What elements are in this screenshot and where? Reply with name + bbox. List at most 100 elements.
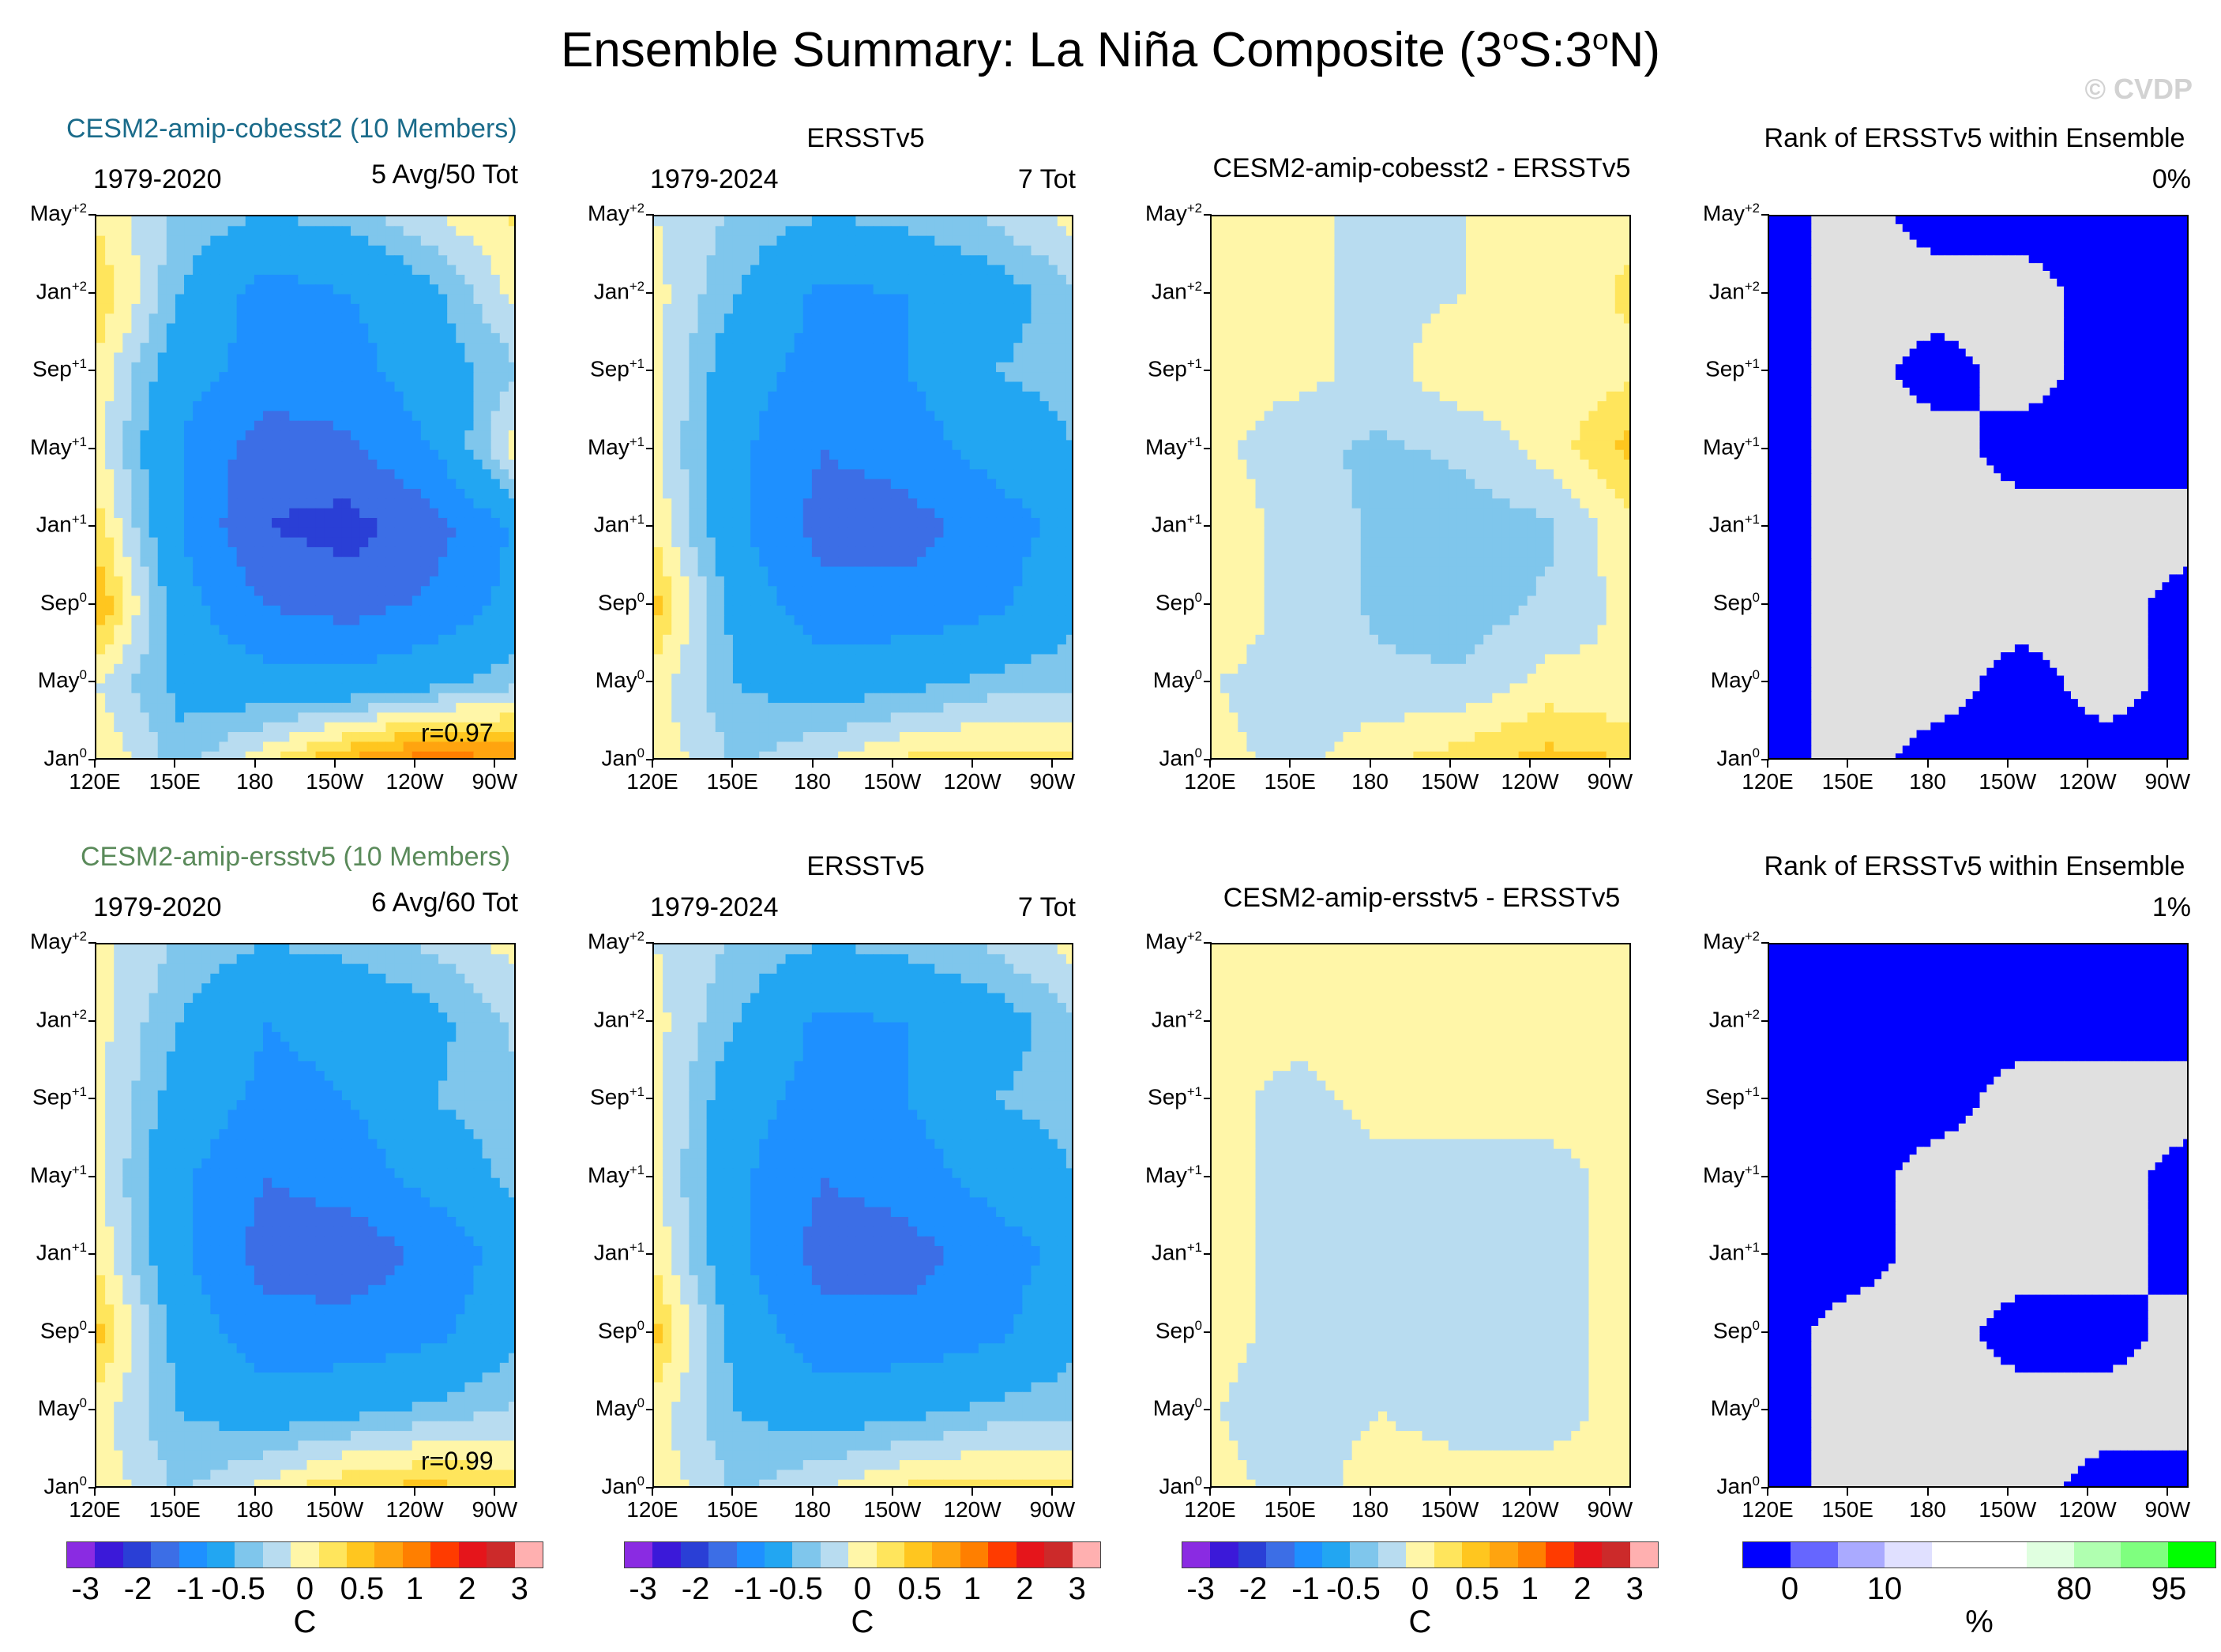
heatmap-cell — [122, 401, 133, 412]
heatmap-cell — [482, 294, 492, 305]
heatmap-cell — [508, 479, 514, 490]
heatmap-cell — [1013, 265, 1023, 276]
heatmap-cell — [1031, 284, 1041, 295]
heatmap-cell — [697, 343, 708, 354]
heatmap-cell — [429, 625, 439, 636]
heatmap-cell — [140, 546, 150, 558]
heatmap-cell — [368, 508, 378, 519]
heatmap-cell — [333, 693, 343, 704]
heatmap-cell — [377, 323, 387, 334]
heatmap-cell — [1065, 460, 1072, 470]
heatmap-cell — [184, 517, 194, 528]
heatmap-cell — [272, 440, 281, 451]
heatmap-cell — [227, 537, 238, 548]
heatmap-cell — [723, 557, 734, 568]
heatmap-cell — [838, 634, 847, 645]
heatmap-cell — [742, 343, 751, 354]
heatmap-cell — [1048, 595, 1058, 606]
heatmap-cell — [254, 674, 264, 685]
heatmap-cell — [829, 265, 839, 276]
heatmap-cell — [157, 566, 167, 577]
heatmap-cell — [499, 498, 509, 509]
heatmap-cell — [847, 615, 856, 626]
heatmap-cell — [245, 372, 255, 383]
heatmap-cell — [908, 391, 918, 402]
heatmap-cell — [960, 479, 971, 490]
heatmap-cell — [122, 732, 133, 742]
heatmap-cell — [385, 449, 396, 460]
heatmap-cell — [438, 391, 448, 402]
heatmap-cell — [943, 489, 953, 499]
heatmap-cell — [978, 255, 988, 266]
heatmap-cell — [227, 751, 238, 758]
heatmap-cell — [802, 332, 813, 344]
heatmap-cell — [759, 294, 769, 305]
heatmap-cell — [131, 303, 141, 314]
heatmap-cell — [131, 411, 141, 422]
heatmap-cell — [697, 654, 708, 665]
heatmap-cell — [986, 566, 997, 577]
heatmap-cell — [184, 411, 194, 422]
heatmap-cell — [829, 469, 839, 480]
heatmap-cell — [403, 528, 413, 539]
heatmap-cell — [926, 449, 935, 460]
heatmap-cell — [280, 508, 290, 519]
heatmap-cell — [368, 683, 378, 694]
heatmap-cell — [952, 508, 962, 519]
heatmap-cell — [96, 255, 106, 266]
heatmap-cell — [438, 294, 448, 305]
heatmap-cell — [996, 460, 1005, 470]
heatmap-cell — [122, 595, 133, 606]
heatmap-cell — [680, 430, 690, 441]
heatmap-cell — [412, 430, 422, 441]
heatmap-cell — [706, 362, 716, 373]
heatmap-cell — [785, 314, 795, 325]
heatmap-cell — [873, 498, 883, 509]
heatmap-cell — [262, 528, 272, 539]
heatmap-cell — [447, 489, 457, 499]
heatmap-cell — [1022, 226, 1032, 237]
heatmap-cell — [210, 420, 220, 431]
heatmap-cell — [1065, 634, 1072, 645]
heatmap-cell — [280, 712, 290, 723]
heatmap-cell — [899, 274, 909, 285]
p2-count: 7 Tot — [948, 164, 1076, 195]
heatmap-cell — [917, 449, 926, 460]
heatmap-cell — [490, 557, 501, 568]
heatmap-cell — [262, 557, 272, 568]
heatmap-cell — [917, 391, 926, 402]
heatmap-cell — [1022, 566, 1032, 577]
heatmap-cell — [368, 372, 378, 383]
heatmap-cell — [333, 372, 343, 383]
heatmap-cell — [333, 605, 343, 616]
heatmap-cell — [715, 508, 725, 519]
heatmap-cell — [1057, 391, 1067, 402]
heatmap-cell — [1065, 420, 1072, 431]
heatmap-cell — [456, 265, 465, 276]
heatmap-cell — [105, 566, 115, 577]
heatmap-cell — [359, 517, 369, 528]
heatmap-cell — [148, 634, 159, 645]
heatmap-cell — [333, 537, 343, 548]
heatmap-cell — [1048, 420, 1058, 431]
heatmap-cell — [96, 546, 106, 558]
heatmap-cell — [794, 265, 804, 276]
p1-count: 5 Avg/50 Tot — [332, 160, 518, 190]
heatmap-cell — [105, 420, 115, 431]
heatmap-cell — [298, 372, 308, 383]
heatmap-cell — [768, 469, 778, 480]
heatmap-cell — [219, 576, 229, 587]
heatmap-cell — [131, 274, 141, 285]
heatmap-cell — [732, 343, 742, 354]
heatmap-cell — [723, 644, 734, 655]
heatmap-cell — [385, 605, 396, 616]
heatmap-cell — [456, 546, 465, 558]
heatmap-cell — [1057, 226, 1067, 237]
heatmap-cell — [166, 634, 176, 645]
heatmap-cell — [473, 440, 483, 451]
heatmap-cell — [490, 460, 501, 470]
heatmap-cell — [324, 674, 334, 685]
heatmap-cell — [723, 391, 734, 402]
heatmap-cell — [482, 634, 492, 645]
heatmap-cell — [394, 479, 404, 490]
